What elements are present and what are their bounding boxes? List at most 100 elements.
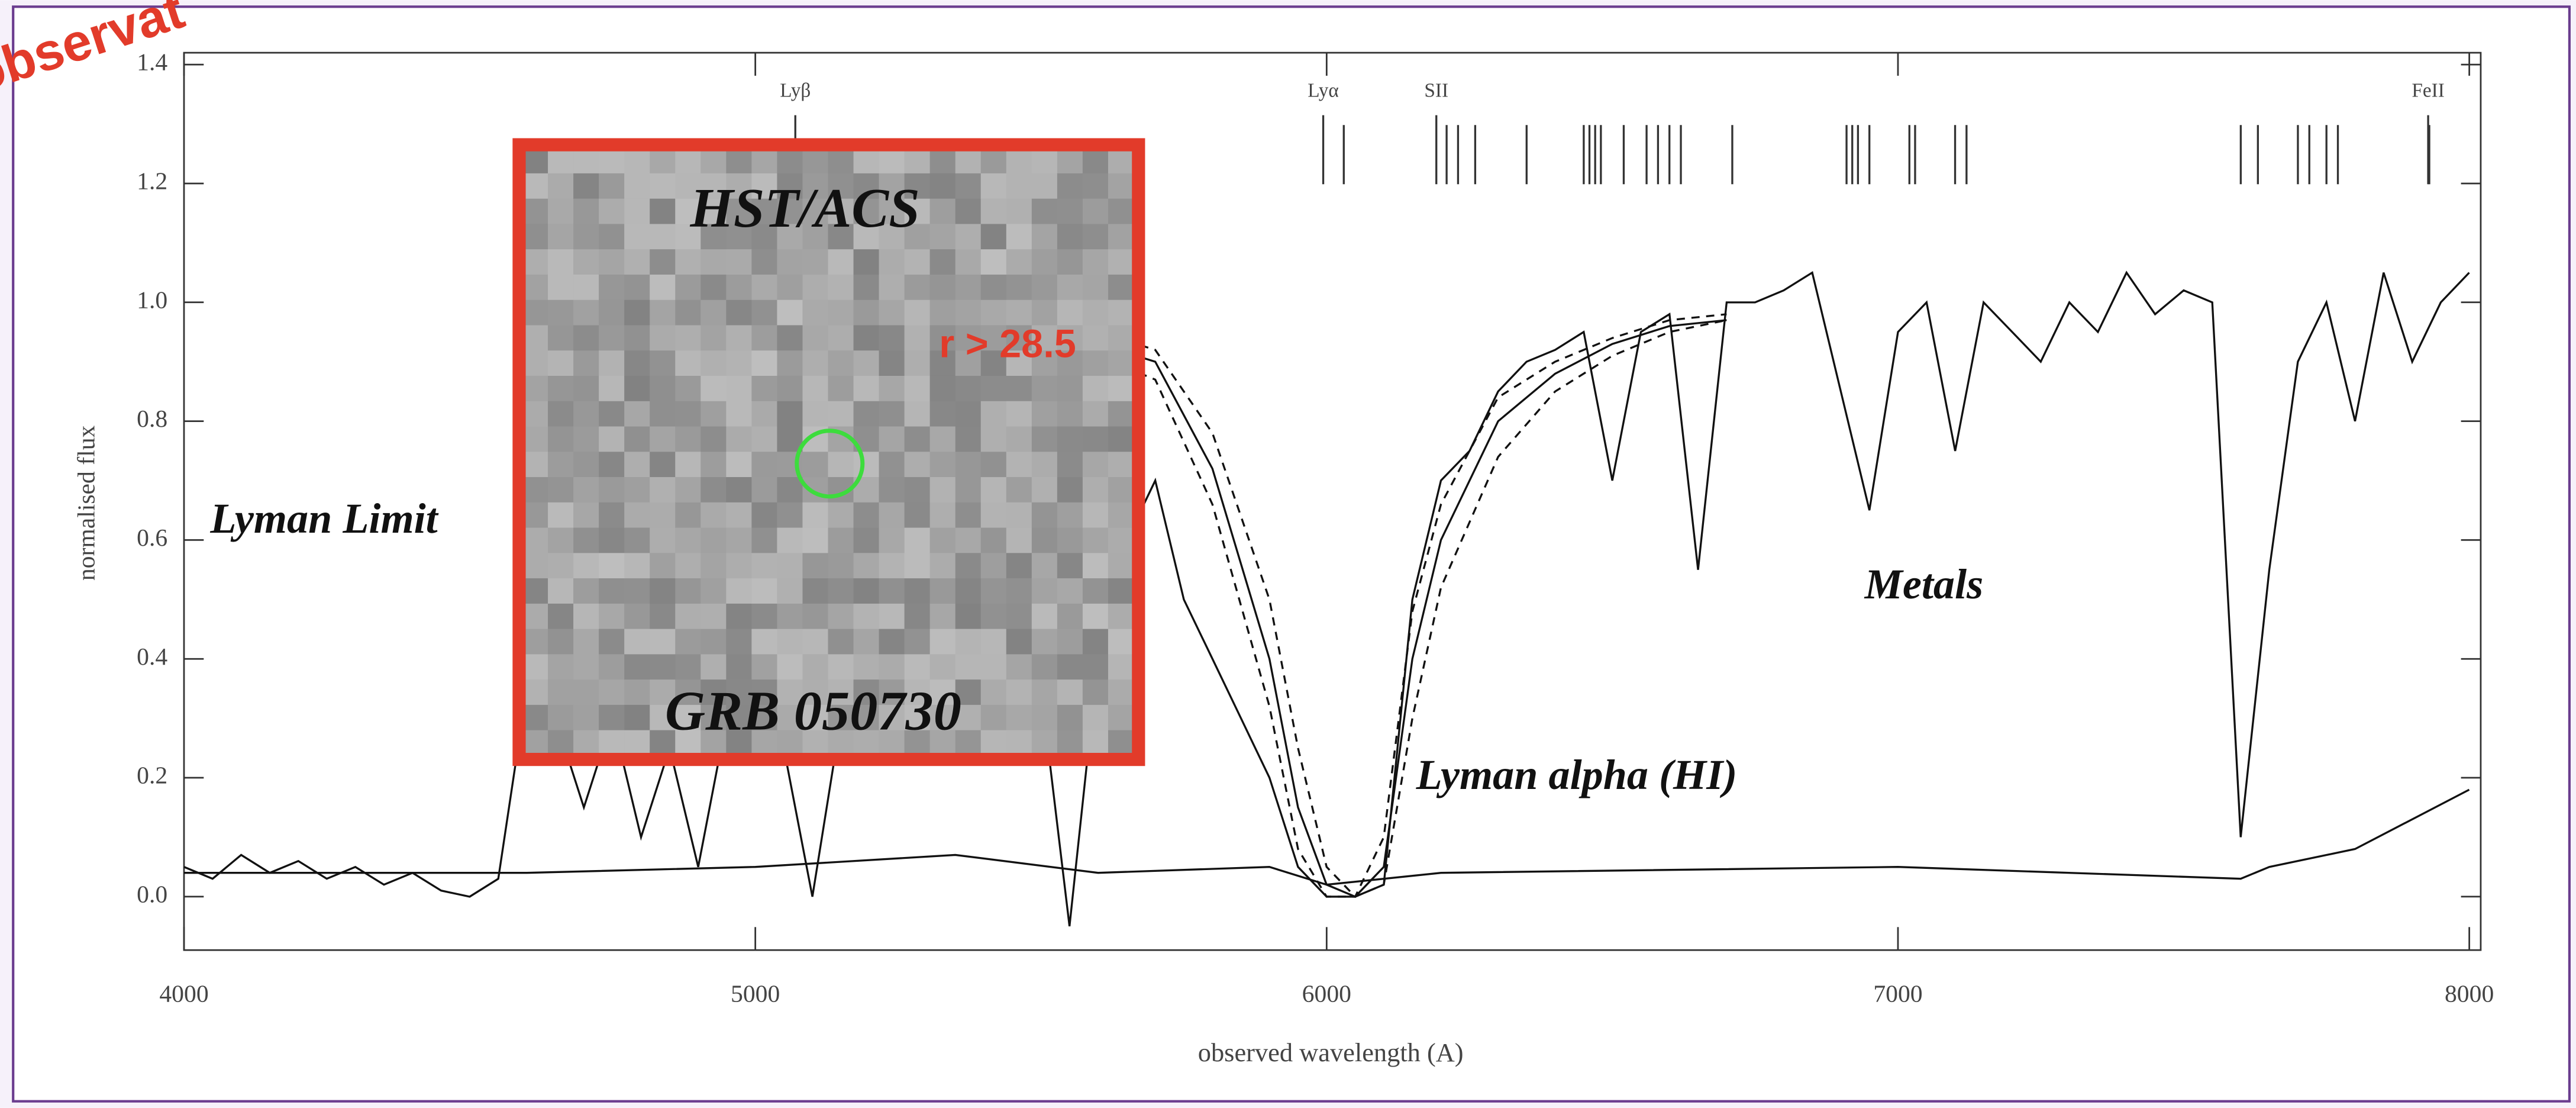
inset-pixel	[573, 350, 599, 376]
inset-pixel	[675, 527, 701, 553]
inset-pixel	[777, 553, 803, 579]
inset-pixel	[980, 502, 1007, 528]
inset-pixel	[1057, 603, 1083, 629]
inset-pixel	[853, 401, 879, 427]
inset-pixel	[853, 452, 879, 478]
x-tick-label: 4000	[159, 981, 208, 1008]
inset-pixel	[624, 704, 650, 730]
inset-pixel	[726, 527, 752, 553]
inset-pixel	[980, 654, 1007, 680]
inset-pixel	[1108, 198, 1134, 224]
inset-pixel	[751, 730, 777, 756]
inset-pixel	[573, 148, 599, 174]
inset-pixel	[701, 502, 727, 528]
inset-pixel	[1108, 148, 1134, 174]
inset-pixel	[599, 679, 625, 706]
inset-pixel	[1082, 629, 1109, 655]
inset-pixel	[1006, 198, 1032, 224]
inset-pixel	[853, 679, 879, 706]
inset-pixel	[929, 654, 955, 680]
inset-pixel	[1108, 375, 1134, 402]
inset-pixel	[955, 401, 982, 427]
inset-pixel	[522, 274, 548, 300]
inset-pixel	[980, 553, 1007, 579]
inset-pixel	[599, 704, 625, 730]
inset-pixel	[573, 730, 599, 756]
inset-pixel	[726, 401, 752, 427]
inset-pixel	[904, 527, 930, 553]
inset-pixel	[751, 704, 777, 730]
inset-pixel	[853, 299, 879, 326]
inset-pixel	[879, 401, 905, 427]
spectrum-line	[1097, 319, 1727, 898]
inset-pixel	[1082, 426, 1109, 452]
inset-pixel	[1108, 654, 1134, 680]
inset-pixel	[726, 173, 752, 199]
inset-pixel	[701, 173, 727, 199]
inset-pixel	[955, 679, 982, 706]
inset-pixel	[980, 477, 1007, 503]
inset-pixel	[929, 730, 955, 756]
inset-pixel	[650, 629, 676, 655]
inset-pixel	[777, 629, 803, 655]
inset-pixel	[879, 603, 905, 629]
inset-pixel	[1006, 325, 1032, 351]
inset-pixel	[1108, 679, 1134, 706]
inset-pixel	[904, 578, 930, 604]
inset-pixel	[980, 426, 1007, 452]
inset-pixel	[1031, 629, 1058, 655]
inset-pixel	[777, 198, 803, 224]
inset-pixel	[904, 654, 930, 680]
inset-pixel	[1006, 299, 1032, 326]
inset-pixel	[599, 249, 625, 275]
inset-pixel	[1031, 325, 1058, 351]
inset-pixel	[522, 629, 548, 655]
spectrum-line	[1097, 313, 1727, 898]
inset-pixel	[548, 249, 574, 275]
inset-pixel	[726, 325, 752, 351]
inset-pixel	[624, 224, 650, 250]
inset-pixel	[828, 730, 854, 756]
inset-pixel	[548, 401, 574, 427]
inset-pixel	[1006, 629, 1032, 655]
inset-pixel	[726, 603, 752, 629]
inset-pixel	[548, 375, 574, 402]
inset-pixel	[955, 527, 982, 553]
inset-pixel	[980, 249, 1007, 275]
inset-pixel	[624, 679, 650, 706]
inset-pixel	[802, 477, 828, 503]
inset-pixel	[1031, 654, 1058, 680]
inset-pixel	[1108, 426, 1134, 452]
inset-pixel	[777, 704, 803, 730]
inset-pixel	[548, 603, 574, 629]
inset-pixel	[1006, 173, 1032, 199]
inset-pixel	[675, 629, 701, 655]
inset-pixel	[980, 679, 1007, 706]
inset-pixel	[777, 730, 803, 756]
inset-pixel	[879, 527, 905, 553]
inset-pixel	[955, 274, 982, 300]
inset-pixel	[599, 654, 625, 680]
inset-pixel	[828, 299, 854, 326]
inset-pixel	[904, 198, 930, 224]
inset-pixel	[802, 704, 828, 730]
inset-pixel	[904, 679, 930, 706]
y-tick-label: 0.0	[137, 881, 167, 908]
inset-pixel	[929, 401, 955, 427]
inset-pixel	[650, 274, 676, 300]
inset-pixel	[624, 375, 650, 402]
inset-pixel	[955, 704, 982, 730]
inset-pixel	[777, 401, 803, 427]
inset-pixel	[1082, 401, 1109, 427]
inset-pixel	[675, 148, 701, 174]
inset-pixel	[1031, 502, 1058, 528]
x-tick-label: 6000	[1302, 981, 1351, 1008]
inset-pixel	[701, 654, 727, 680]
inset-pixel	[548, 173, 574, 199]
inset-pixel	[1057, 401, 1083, 427]
inset-pixel	[522, 654, 548, 680]
inset-pixel	[929, 426, 955, 452]
inset-pixel	[751, 198, 777, 224]
inset-pixel	[624, 299, 650, 326]
inset-pixel	[1108, 477, 1134, 503]
